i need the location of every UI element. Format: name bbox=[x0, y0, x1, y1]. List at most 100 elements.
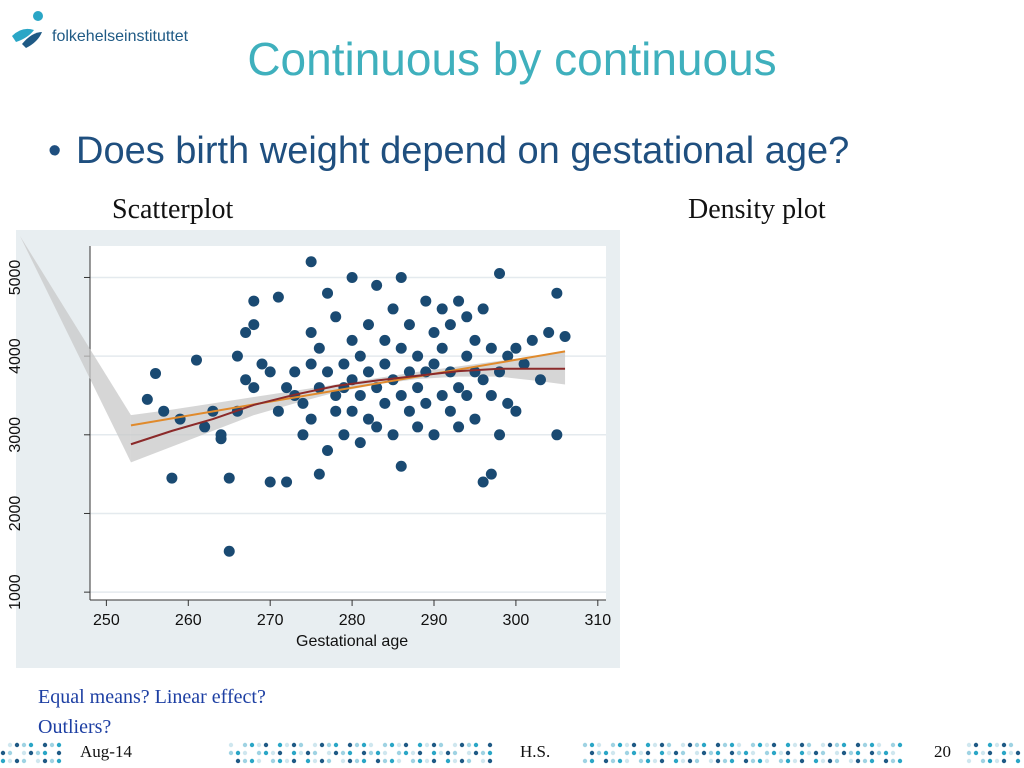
footer-dot bbox=[56, 750, 62, 756]
footer-dot bbox=[631, 750, 637, 756]
footer-dot bbox=[987, 758, 993, 764]
footer-dot bbox=[966, 742, 972, 748]
footer-dot bbox=[480, 750, 486, 756]
footer-dot bbox=[638, 758, 644, 764]
footer-dot-pattern bbox=[0, 742, 1021, 764]
footer-dot bbox=[333, 750, 339, 756]
footer-dot bbox=[715, 742, 721, 748]
footer-dot bbox=[333, 742, 339, 748]
data-point bbox=[403, 366, 415, 378]
lowess-fit-line bbox=[130, 367, 566, 446]
footer-dot bbox=[403, 750, 409, 756]
x-tick-label: 300 bbox=[503, 612, 530, 629]
footer-dot bbox=[624, 750, 630, 756]
footer-dot bbox=[368, 742, 374, 748]
data-point bbox=[494, 268, 506, 280]
footer-dot bbox=[1015, 758, 1021, 764]
footer-dot bbox=[431, 750, 437, 756]
data-point bbox=[387, 429, 399, 441]
footer-page-number: 20 bbox=[934, 742, 951, 761]
data-point bbox=[141, 393, 153, 405]
data-point bbox=[362, 319, 374, 331]
footer-dot bbox=[256, 750, 262, 756]
note-line-1: Equal means? Linear effect? bbox=[38, 686, 266, 708]
footer-dot bbox=[42, 750, 48, 756]
data-point bbox=[174, 413, 186, 425]
data-point bbox=[240, 327, 252, 339]
footer-dot bbox=[312, 758, 318, 764]
footer-dot bbox=[736, 742, 742, 748]
data-point bbox=[362, 413, 374, 425]
data-point bbox=[453, 382, 465, 394]
footer-dot bbox=[459, 742, 465, 748]
data-point bbox=[477, 374, 489, 386]
footer-dot bbox=[673, 750, 679, 756]
footer-dot bbox=[743, 750, 749, 756]
footer-dot bbox=[876, 750, 882, 756]
data-point bbox=[158, 405, 170, 417]
footer-dot bbox=[14, 758, 20, 764]
footer-dot bbox=[987, 742, 993, 748]
footer-dot bbox=[610, 750, 616, 756]
data-point bbox=[444, 405, 456, 417]
footer-dot bbox=[480, 758, 486, 764]
footer-dot bbox=[890, 750, 896, 756]
note-line-2: Outliers? bbox=[38, 716, 112, 738]
x-axis-label: Gestational age bbox=[296, 633, 408, 650]
footer-dot bbox=[624, 758, 630, 764]
footer-dot bbox=[417, 758, 423, 764]
footer-dot bbox=[820, 758, 826, 764]
data-point bbox=[330, 389, 342, 401]
footer-dot bbox=[403, 742, 409, 748]
footer-dot bbox=[855, 750, 861, 756]
data-point bbox=[354, 350, 366, 362]
footer-dot bbox=[617, 742, 623, 748]
footer-dot bbox=[361, 742, 367, 748]
data-point bbox=[502, 350, 514, 362]
footer-dot bbox=[806, 750, 812, 756]
data-point bbox=[264, 366, 276, 378]
data-point bbox=[428, 358, 440, 370]
data-point bbox=[190, 354, 202, 366]
footer-date: Aug-14 bbox=[80, 742, 132, 761]
footer-dot bbox=[452, 742, 458, 748]
footer-dot bbox=[729, 750, 735, 756]
data-point bbox=[395, 271, 407, 283]
slide-title: Continuous by continuous bbox=[247, 33, 777, 85]
footer-dot bbox=[785, 758, 791, 764]
data-point bbox=[461, 311, 473, 323]
data-point bbox=[305, 413, 317, 425]
footer-dot bbox=[862, 742, 868, 748]
data-point bbox=[272, 291, 284, 303]
data-point bbox=[403, 319, 415, 331]
footer-dot bbox=[994, 742, 1000, 748]
footer-dot bbox=[249, 758, 255, 764]
footer-dot bbox=[417, 742, 423, 748]
data-point bbox=[453, 295, 465, 307]
footer-dot bbox=[466, 742, 472, 748]
footer-dot bbox=[382, 750, 388, 756]
footer-dot bbox=[487, 758, 493, 764]
footer-dot bbox=[841, 742, 847, 748]
footer-dot bbox=[813, 750, 819, 756]
data-point bbox=[379, 358, 391, 370]
footer-dot bbox=[466, 758, 472, 764]
footer-dot bbox=[827, 758, 833, 764]
data-point bbox=[264, 476, 276, 488]
footer-dot bbox=[771, 750, 777, 756]
footer-dot bbox=[487, 750, 493, 756]
footer-dot bbox=[596, 742, 602, 748]
footer-dot bbox=[722, 742, 728, 748]
footer-dot bbox=[1015, 750, 1021, 756]
footer-dot bbox=[652, 758, 658, 764]
footer-dot bbox=[729, 742, 735, 748]
footer-dot bbox=[431, 742, 437, 748]
footer-dot bbox=[827, 742, 833, 748]
footer-dot bbox=[645, 742, 651, 748]
footer-dot bbox=[680, 750, 686, 756]
footer-dot bbox=[242, 750, 248, 756]
footer-dot bbox=[42, 758, 48, 764]
footer-dot bbox=[862, 758, 868, 764]
footer-dot bbox=[589, 750, 595, 756]
